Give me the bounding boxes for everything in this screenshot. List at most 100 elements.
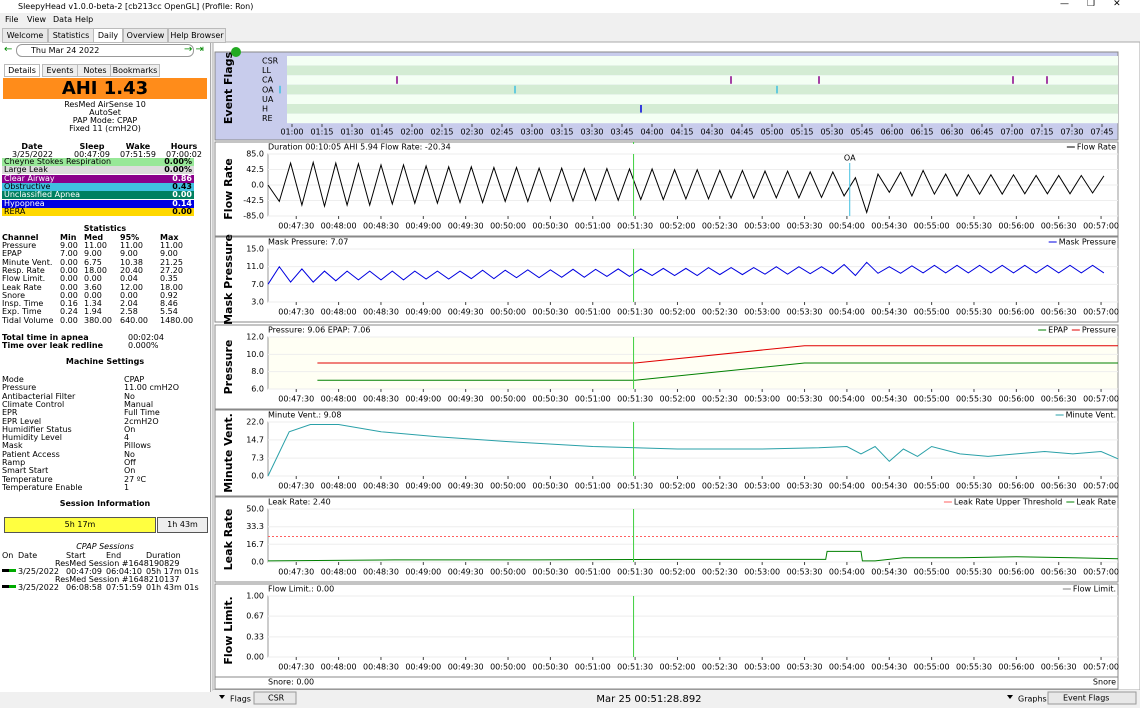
menu-item[interactable]: File xyxy=(5,15,19,24)
subtab[interactable]: Notes xyxy=(77,64,113,77)
setting-cell: Patient Access xyxy=(2,449,60,459)
table-cell: Minute Vent. xyxy=(2,257,53,267)
menu-item[interactable]: Help xyxy=(75,15,94,24)
setting-cell: On xyxy=(124,466,136,476)
session-cell: 06:08:58 xyxy=(66,583,102,592)
x-tick-label: 00:52:00 xyxy=(659,663,695,672)
x-tick-label: 00:54:00 xyxy=(829,222,865,231)
flag-select[interactable] xyxy=(253,691,297,705)
tab[interactable]: Welcome xyxy=(2,28,48,43)
x-tick-label: 00:50:30 xyxy=(532,663,568,672)
x-tick-label: 00:49:30 xyxy=(448,663,484,672)
menu-item[interactable]: Data xyxy=(53,15,73,24)
x-tick-label: 00:51:00 xyxy=(575,568,611,577)
event-name: Obstructive xyxy=(4,181,51,191)
setting-cell: On xyxy=(124,424,136,434)
event-row: Clear Airway 0.86 xyxy=(2,173,194,183)
y-tick-label: 12.0 xyxy=(246,333,264,342)
x-tick-label: 00:49:00 xyxy=(405,568,441,577)
graph-select[interactable] xyxy=(1047,691,1137,705)
x-tick-label: 07:15 xyxy=(1030,128,1053,137)
x-tick-label: 00:48:00 xyxy=(321,222,357,231)
table-cell: 0.00 xyxy=(60,257,78,267)
x-tick-label: 00:55:00 xyxy=(914,222,950,231)
x-tick-label: 04:30 xyxy=(700,128,723,137)
graph-header: Pressure: 9.06 EPAP: 7.06 xyxy=(268,326,370,335)
flag-row-label: RE xyxy=(262,114,273,123)
x-tick-label: 00:50:00 xyxy=(490,395,526,404)
nav-back[interactable]: ← xyxy=(4,44,13,55)
table-cell: 6.75 xyxy=(84,257,102,267)
x-tick-label: 00:50:30 xyxy=(532,482,568,491)
y-tick-label: 33.3 xyxy=(246,522,264,531)
x-tick-label: 00:56:30 xyxy=(1041,568,1077,577)
pin-icon xyxy=(231,47,241,57)
x-tick-label: 00:56:00 xyxy=(998,568,1034,577)
x-tick-label: 00:53:30 xyxy=(787,663,823,672)
x-tick-label: 00:52:00 xyxy=(659,222,695,231)
legend-label: Mask Pressure xyxy=(1059,238,1116,247)
table-cell: 9.00 xyxy=(160,249,178,259)
table-header: Wake xyxy=(125,142,151,151)
x-tick-label: 00:54:30 xyxy=(871,395,907,404)
tab[interactable]: Daily xyxy=(93,28,123,43)
table-cell: 10.38 xyxy=(120,257,143,267)
table-header: Med xyxy=(84,233,104,242)
graphs-button[interactable]: Graphs xyxy=(1018,695,1047,704)
event-value: 0.86 xyxy=(172,173,192,183)
x-tick-label: 00:55:00 xyxy=(914,308,950,317)
setting-cell: Pressure xyxy=(2,383,37,393)
session-cell: 3/25/2022 xyxy=(18,567,60,576)
table-cell: 0.04 xyxy=(120,274,138,284)
date-picker[interactable]: Thu Mar 24 2022 xyxy=(16,44,194,57)
table-cell: 0.00 xyxy=(60,282,78,292)
x-tick-label: 00:52:30 xyxy=(702,663,738,672)
x-tick-label: 00:54:30 xyxy=(871,568,907,577)
setting-cell: Off xyxy=(124,458,136,467)
flag-row xyxy=(287,75,1118,85)
flag-row-label: OA xyxy=(262,85,274,94)
menu-item[interactable]: View xyxy=(27,15,46,24)
session-bar[interactable]: 5h 17m xyxy=(4,517,156,533)
table-cell: 1.34 xyxy=(84,299,102,309)
event-row: Obstructive 0.43 xyxy=(2,181,194,191)
tab[interactable]: Overview xyxy=(123,28,168,43)
session-check[interactable] xyxy=(2,569,16,572)
x-tick-label: 00:53:00 xyxy=(744,308,780,317)
subtab[interactable]: Events xyxy=(42,64,78,77)
tab[interactable]: Statistics xyxy=(48,28,94,43)
x-tick-label: 00:48:30 xyxy=(363,395,399,404)
session-check[interactable] xyxy=(2,585,16,588)
setting-cell: 2cmH2O xyxy=(124,416,159,426)
event-row: RERA 0.00 xyxy=(2,207,194,216)
x-tick-label: 00:55:00 xyxy=(914,395,950,404)
x-tick-label: 00:47:30 xyxy=(278,395,314,404)
x-tick-label: 03:15 xyxy=(550,128,573,137)
session-bar[interactable]: 1h 43m xyxy=(157,517,208,533)
x-tick-label: 00:56:30 xyxy=(1041,482,1077,491)
title-bar xyxy=(0,0,1140,13)
device-info: PAP Mode: CPAP xyxy=(72,116,138,125)
subtab[interactable]: Details xyxy=(4,64,40,77)
graph-header: Flow Limit.: 0.00 xyxy=(268,585,334,594)
x-tick-label: 00:49:30 xyxy=(448,222,484,231)
x-tick-label: 00:55:00 xyxy=(914,663,950,672)
table-header: Min xyxy=(60,233,77,242)
y-tick-label: 0.0 xyxy=(251,558,264,567)
table-cell: 20.40 xyxy=(120,265,143,275)
graph-header: Mask Pressure: 7.07 xyxy=(268,238,348,247)
nav-fwd[interactable]: → ⇥ xyxy=(184,44,204,55)
x-tick-label: 00:51:00 xyxy=(575,482,611,491)
table-header: Channel xyxy=(2,233,39,242)
x-tick-label: 00:50:30 xyxy=(532,308,568,317)
subtab[interactable]: Bookmarks xyxy=(110,64,160,77)
x-tick-label: 01:15 xyxy=(310,128,333,137)
tab[interactable]: Help Browser xyxy=(168,28,226,43)
graph-label: Pressure xyxy=(222,340,235,395)
flags-button[interactable]: Flags xyxy=(230,695,251,704)
legend-label: Pressure xyxy=(1082,326,1116,335)
table-cell: 07:00:02 xyxy=(166,150,202,159)
table-cell: Pressure xyxy=(2,241,37,250)
table-cell: 0.35 xyxy=(160,274,178,284)
